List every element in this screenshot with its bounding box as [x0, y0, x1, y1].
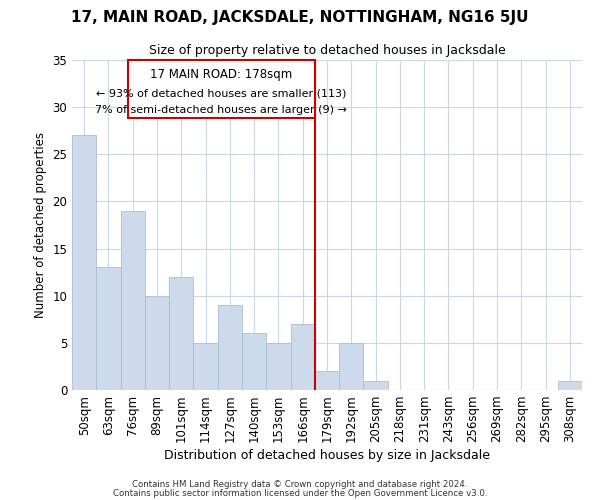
Bar — [218, 305, 242, 390]
Bar — [558, 380, 582, 390]
Bar — [242, 334, 266, 390]
Text: 7% of semi-detached houses are larger (9) →: 7% of semi-detached houses are larger (9… — [95, 105, 347, 115]
Bar — [169, 277, 193, 390]
Bar — [266, 343, 290, 390]
Bar — [315, 371, 339, 390]
Bar — [339, 343, 364, 390]
Bar — [193, 343, 218, 390]
Text: 17, MAIN ROAD, JACKSDALE, NOTTINGHAM, NG16 5JU: 17, MAIN ROAD, JACKSDALE, NOTTINGHAM, NG… — [71, 10, 529, 25]
FancyBboxPatch shape — [128, 60, 315, 118]
Bar — [121, 211, 145, 390]
Bar — [96, 268, 121, 390]
Bar — [290, 324, 315, 390]
Text: Contains public sector information licensed under the Open Government Licence v3: Contains public sector information licen… — [113, 489, 487, 498]
Text: Contains HM Land Registry data © Crown copyright and database right 2024.: Contains HM Land Registry data © Crown c… — [132, 480, 468, 489]
Y-axis label: Number of detached properties: Number of detached properties — [34, 132, 47, 318]
Bar — [72, 136, 96, 390]
X-axis label: Distribution of detached houses by size in Jacksdale: Distribution of detached houses by size … — [164, 450, 490, 462]
Bar — [364, 380, 388, 390]
Text: 17 MAIN ROAD: 178sqm: 17 MAIN ROAD: 178sqm — [150, 68, 292, 80]
Bar — [145, 296, 169, 390]
Text: ← 93% of detached houses are smaller (113): ← 93% of detached houses are smaller (11… — [96, 88, 347, 98]
Title: Size of property relative to detached houses in Jacksdale: Size of property relative to detached ho… — [149, 44, 505, 58]
